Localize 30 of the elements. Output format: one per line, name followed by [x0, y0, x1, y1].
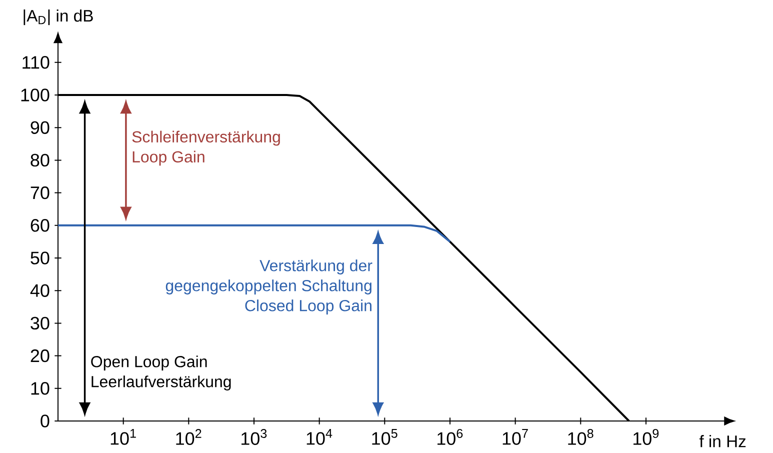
- y-tick-label: 70: [30, 186, 50, 200]
- y-tick-label: 80: [30, 154, 50, 167]
- x-tick-label: 10$^{7}$: [502, 429, 528, 445]
- y-tick-label: 30: [30, 316, 50, 330]
- y-tick-label: 0: [40, 414, 50, 428]
- y-tick-label: 60: [30, 219, 50, 232]
- x-tick-label: 10$^{8}$: [568, 429, 594, 445]
- x-tick-label: 10$^{5}$: [372, 429, 398, 445]
- y-tick-label: 20: [30, 349, 50, 362]
- annotation: Loop Gain: [132, 150, 204, 166]
- y-tick-label: 40: [30, 284, 50, 297]
- y-tick-label: 10: [31, 382, 50, 395]
- y-axis-title: |A$_{D}$| in dB: [24, 9, 93, 26]
- annotation: Verstärkung der: [260, 260, 372, 274]
- annotation: Open Loop Gain: [91, 356, 207, 370]
- y-tick-label: 90: [30, 121, 50, 134]
- x-tick-label: 10$^{6}$: [438, 429, 463, 445]
- annotation: Leerlaufverstärkung: [92, 376, 231, 390]
- y-tick-label: 100: [21, 88, 50, 102]
- x-tick-label: 10$^{9}$: [634, 429, 659, 445]
- annotation: gegengekoppelten Schaltung: [166, 280, 372, 294]
- y-tick-label: 50: [30, 252, 50, 264]
- annotation: Closed Loop Gain: [245, 300, 372, 314]
- x-tick-label: 10$^{3}$: [242, 429, 267, 445]
- x-tick-label: 10$^{4}$: [306, 429, 332, 445]
- x-axis-title: f in Hz: [699, 435, 746, 448]
- annotation: Schleifenverstärkung: [132, 130, 280, 146]
- x-tick-label: 10$^{2}$: [176, 429, 202, 445]
- y-tick-label: 110: [22, 56, 50, 69]
- x-tick-label: 10$^{1}$: [110, 429, 136, 445]
